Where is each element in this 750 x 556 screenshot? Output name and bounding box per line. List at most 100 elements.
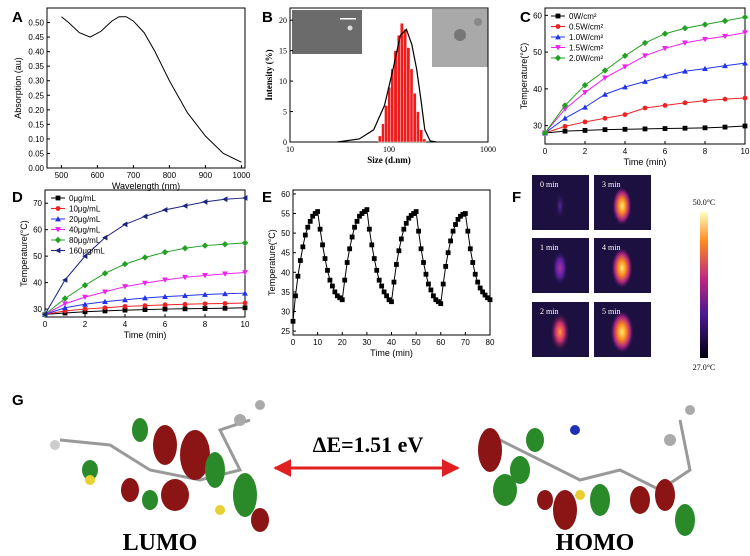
y-axis-label: Intensity (%) bbox=[264, 49, 274, 100]
y-tick-label: 0.20 bbox=[28, 106, 44, 115]
marker bbox=[435, 299, 441, 305]
marker bbox=[371, 256, 377, 261]
hotspot bbox=[550, 312, 570, 352]
hotspot bbox=[611, 247, 633, 289]
legend-marker bbox=[555, 24, 561, 29]
x-axis-label: Time (min) bbox=[624, 157, 667, 167]
y-tick-label: 0.30 bbox=[28, 77, 44, 86]
y-tick-label: 0.45 bbox=[28, 33, 44, 42]
marker bbox=[330, 283, 335, 289]
y-tick-label: 5 bbox=[283, 108, 287, 117]
y-tick-label: 60 bbox=[281, 190, 290, 199]
data-line bbox=[292, 208, 491, 322]
marker bbox=[102, 305, 108, 311]
marker bbox=[582, 119, 588, 125]
marker bbox=[702, 125, 708, 131]
marker bbox=[376, 277, 382, 283]
panel-label: G bbox=[12, 392, 24, 409]
marker bbox=[202, 301, 208, 307]
marker bbox=[122, 221, 128, 228]
x-tick-label: 0 bbox=[43, 320, 48, 329]
marker bbox=[202, 291, 208, 297]
homo-molecule bbox=[478, 405, 695, 536]
marker bbox=[242, 290, 248, 296]
marker bbox=[305, 224, 311, 230]
x-tick-label: 10 bbox=[286, 145, 294, 154]
marker bbox=[742, 95, 748, 101]
homo-label: HOMO bbox=[556, 530, 635, 556]
marker bbox=[701, 21, 709, 28]
marker bbox=[359, 211, 365, 216]
marker bbox=[122, 304, 128, 309]
panel-label: E bbox=[262, 189, 272, 206]
marker bbox=[182, 292, 188, 298]
marker bbox=[428, 287, 434, 293]
marker bbox=[741, 13, 749, 21]
plot-frame bbox=[44, 189, 246, 318]
marker bbox=[142, 213, 148, 220]
marker bbox=[396, 248, 402, 254]
lumo-molecule bbox=[50, 400, 269, 532]
marker bbox=[82, 306, 88, 312]
y-tick-label: 40 bbox=[281, 268, 290, 277]
y-tick-label: 30 bbox=[281, 307, 290, 316]
marker bbox=[682, 40, 688, 46]
particle bbox=[474, 18, 482, 26]
marker bbox=[582, 128, 588, 133]
x-tick-label: 500 bbox=[55, 171, 69, 180]
x-tick-label: 4 bbox=[123, 320, 128, 329]
particle bbox=[347, 25, 353, 31]
marker bbox=[721, 17, 729, 25]
marker bbox=[602, 115, 608, 121]
y-tick-label: 35 bbox=[281, 288, 290, 297]
panel-label: B bbox=[262, 9, 273, 26]
x-tick-label: 40 bbox=[387, 338, 396, 347]
marker bbox=[742, 60, 748, 66]
marker bbox=[81, 282, 89, 289]
marker bbox=[182, 274, 188, 281]
y-tick-label: 0.05 bbox=[28, 149, 44, 158]
marker bbox=[398, 236, 404, 242]
energy-gap: ΔE=1.51 eV bbox=[313, 432, 424, 457]
y-axis-label: Temperature(°C) bbox=[267, 229, 277, 296]
marker bbox=[302, 232, 308, 238]
marker bbox=[310, 213, 316, 219]
legend-label: 0μg/mL bbox=[69, 194, 96, 203]
y-tick-label: 30 bbox=[33, 305, 42, 314]
marker bbox=[381, 289, 387, 295]
marker bbox=[62, 304, 68, 311]
marker bbox=[403, 220, 409, 226]
marker bbox=[327, 277, 333, 283]
plot-frame bbox=[292, 189, 491, 336]
marker bbox=[364, 207, 370, 212]
y-tick-label: 0.15 bbox=[28, 120, 44, 129]
marker bbox=[485, 295, 490, 301]
legend-label: 80μg/mL bbox=[69, 236, 101, 245]
marker bbox=[366, 226, 372, 232]
marker bbox=[357, 213, 362, 219]
image-label: 2 min bbox=[540, 307, 558, 316]
x-tick-label: 1000 bbox=[480, 145, 496, 154]
x-tick-label: 6 bbox=[163, 320, 168, 329]
x-tick-label: 900 bbox=[199, 171, 213, 180]
marker bbox=[440, 281, 446, 287]
x-tick-label: 8 bbox=[203, 320, 208, 329]
legend-marker bbox=[555, 13, 561, 19]
data-line bbox=[544, 62, 746, 134]
y-tick-label: 20 bbox=[279, 16, 287, 25]
marker bbox=[465, 228, 471, 234]
scale-bar bbox=[340, 18, 356, 20]
plot-frame bbox=[46, 7, 246, 169]
marker bbox=[162, 293, 168, 300]
bar bbox=[409, 68, 414, 143]
y-tick-label: 30 bbox=[533, 122, 542, 131]
marker bbox=[101, 270, 109, 277]
x-tick-label: 20 bbox=[338, 338, 347, 347]
marker bbox=[742, 123, 748, 129]
marker bbox=[702, 65, 708, 72]
marker bbox=[142, 303, 148, 309]
marker bbox=[581, 81, 589, 89]
bar bbox=[387, 86, 391, 143]
y-tick-label: 0.25 bbox=[28, 91, 44, 100]
marker bbox=[467, 246, 473, 252]
